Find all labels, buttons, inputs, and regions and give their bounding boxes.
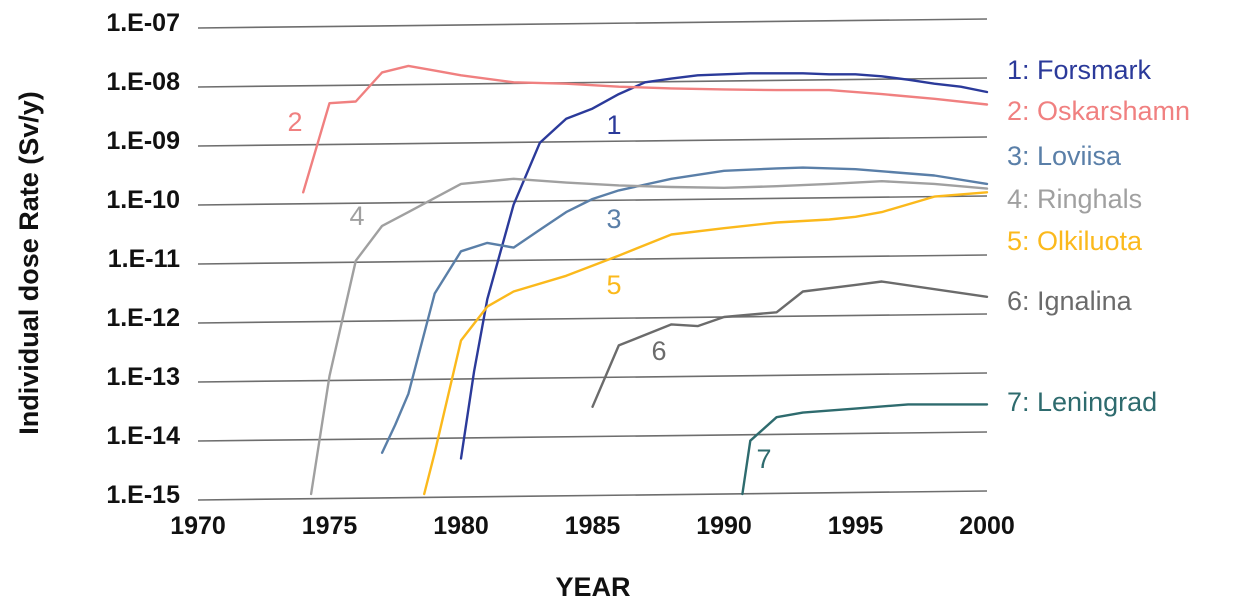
curve-label: 5 [606, 270, 621, 300]
curve-label: 1 [606, 110, 621, 140]
gridline [197, 195, 988, 206]
y-tick-label: 1.E-15 [106, 481, 180, 509]
y-tick-label: 1.E-07 [106, 9, 180, 37]
series-line [309, 177, 989, 496]
legend-item: 5: Olkiluota [1007, 226, 1143, 256]
curve-label: 4 [349, 201, 364, 231]
x-tick-label: 1975 [302, 512, 358, 540]
legend-item: 1: Forsmark [1007, 55, 1152, 85]
curve-label: 6 [651, 336, 666, 366]
curve-labels: 1 2 3 4 5 6 7 [287, 107, 771, 474]
y-tick-label: 1.E-09 [106, 127, 180, 155]
legend: 1: Forsmark 2: Oskarshamn 3: Loviisa 4: Rin… [1007, 55, 1190, 417]
gridline [197, 77, 988, 88]
gridline [197, 18, 988, 29]
x-tick-label: 1980 [433, 512, 489, 540]
legend-item: 3: Loviisa [1007, 141, 1122, 171]
gridline [197, 136, 988, 147]
y-tick-label: 1.E-11 [108, 245, 180, 273]
gridline [197, 490, 988, 501]
x-axis-title: YEAR [555, 572, 630, 602]
legend-item: 7: Leningrad [1007, 387, 1157, 417]
legend-item: 6: Ignalina [1007, 286, 1133, 316]
series-line [302, 64, 989, 194]
y-axis-title: Individual dose Rate (Sv/y) [14, 91, 44, 435]
series-line [459, 72, 989, 460]
gridline [197, 254, 988, 265]
x-tick-labels: 1970 1975 1980 1985 1990 1995 2000 [170, 512, 1015, 540]
y-tick-label: 1.E-12 [106, 304, 180, 332]
series-line [591, 280, 989, 408]
legend-item: 4: Ringhals [1007, 184, 1142, 214]
curve-label: 3 [606, 204, 621, 234]
series-lines [302, 64, 989, 496]
gridline [197, 431, 988, 442]
curve-label: 7 [756, 444, 771, 474]
series-line [741, 403, 989, 496]
y-tick-label: 1.E-13 [106, 363, 180, 391]
x-tick-label: 1990 [696, 512, 752, 540]
y-tick-label: 1.E-08 [106, 68, 180, 96]
series-line [423, 191, 989, 496]
x-tick-label: 1995 [828, 512, 884, 540]
x-tick-label: 1970 [170, 512, 226, 540]
x-tick-label: 2000 [959, 512, 1015, 540]
y-tick-labels: 1.E-07 1.E-08 1.E-09 1.E-10 1.E-11 1.E-12 1.E-… [106, 9, 180, 509]
y-tick-label: 1.E-10 [106, 186, 180, 214]
x-tick-label: 1985 [565, 512, 621, 540]
y-tick-label: 1.E-14 [106, 422, 180, 450]
plot-area [198, 22, 987, 494]
curve-label: 2 [287, 107, 302, 137]
legend-item: 2: Oskarshamn [1007, 96, 1190, 126]
gridline [197, 313, 988, 324]
series-line [380, 166, 989, 454]
